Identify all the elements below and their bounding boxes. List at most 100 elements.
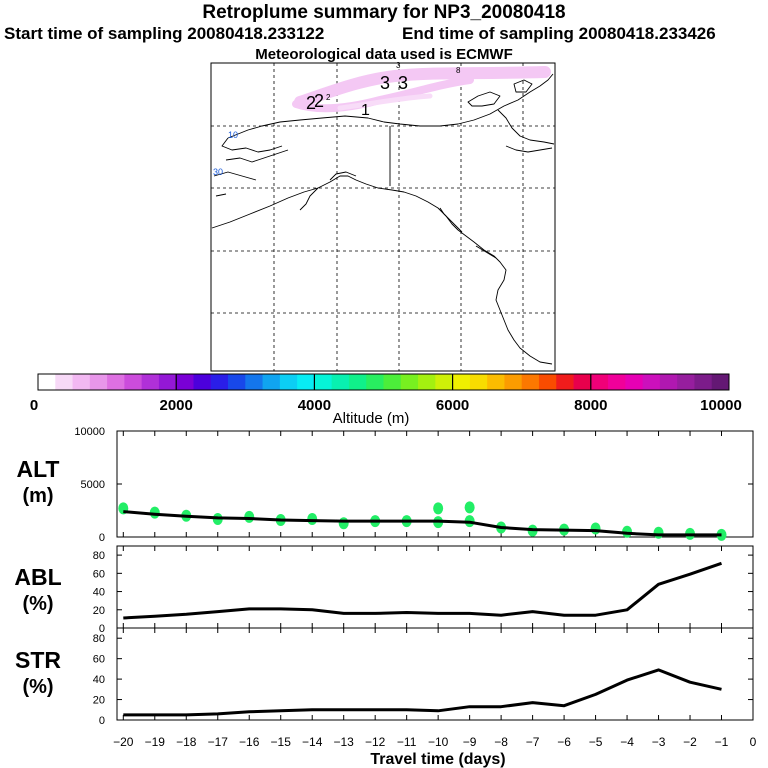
altitude-dot <box>464 501 475 514</box>
plume-label-3b: 3 <box>398 73 408 93</box>
panel-frame <box>116 545 754 629</box>
x-tick-label: −4 <box>620 735 634 749</box>
y-tick-label: 60 <box>93 568 105 580</box>
colorbar-swatch <box>331 374 350 390</box>
colorbar-swatch <box>400 374 419 390</box>
x-tick-label: −1 <box>715 735 729 749</box>
x-tick-label: −9 <box>463 735 477 749</box>
series-line <box>123 668 722 717</box>
plume-label-2b: 2 <box>314 91 324 111</box>
y-tick-label: 40 <box>93 587 105 599</box>
abl-panel-label: ABL <box>14 564 61 590</box>
y-tick-label: 80 <box>93 550 105 562</box>
str-panel-unit: (%) <box>22 676 53 698</box>
y-tick-label: 20 <box>93 695 105 707</box>
x-tick-label: −5 <box>589 735 603 749</box>
x-axis-title: Travel time (days) <box>370 751 505 768</box>
colorbar-swatch <box>314 374 333 390</box>
end-time-label: End time of sampling 20080418.233426 <box>402 24 716 43</box>
plume-label-2a: 2 <box>306 93 316 113</box>
altitude-colorbar: 0 2000 4000 6000 8000 10000 <box>30 373 742 414</box>
x-tick-label: −6 <box>557 735 571 749</box>
colorbar-tick-label: 2000 <box>160 397 193 414</box>
x-tick-label: −7 <box>526 735 540 749</box>
colorbar-swatch <box>573 374 592 390</box>
x-tick-label: −8 <box>494 735 508 749</box>
colorbar-swatch <box>538 374 557 390</box>
colorbar-swatch <box>297 374 315 390</box>
alt-panel-unit: (m) <box>22 485 53 507</box>
x-tick-label: −18 <box>176 735 197 749</box>
colorbar-swatch <box>590 374 609 390</box>
colorbar-swatch <box>504 374 523 390</box>
colorbar-swatch <box>176 374 194 390</box>
colorbar-swatch <box>124 374 143 390</box>
colorbar-swatch <box>659 374 678 390</box>
colorbar-border <box>37 373 730 391</box>
colorbar-swatch <box>694 374 713 390</box>
y-tick-label: 0 <box>99 623 105 635</box>
x-tick-label: −11 <box>397 735 417 749</box>
colorbar-swatch <box>262 374 281 390</box>
colorbar-swatch <box>642 374 661 390</box>
colorbar-swatch <box>366 374 384 390</box>
lat-label-10: 10 <box>228 130 238 140</box>
plume-small-label-2: 2 <box>326 93 331 102</box>
colorbar-swatch <box>38 374 56 390</box>
altitude-dot <box>433 502 444 515</box>
x-tick-label: −2 <box>683 735 697 749</box>
colorbar-swatch <box>435 374 453 390</box>
colorbar-swatch <box>487 374 505 390</box>
colorbar-swatch <box>193 374 212 390</box>
plume-trail <box>292 66 551 113</box>
plume-label-1: 1 <box>361 102 370 119</box>
x-tick-label: −16 <box>239 735 260 749</box>
colorbar-swatch <box>418 374 436 390</box>
abl-panel-unit: (%) <box>22 593 53 615</box>
x-tick-label: −20 <box>113 735 134 749</box>
colorbar-swatch <box>245 374 263 390</box>
x-tick-label: −10 <box>428 735 449 749</box>
y-tick-label: 20 <box>93 605 105 617</box>
map-panel: 3 3 2 2 1 3 2 8 10 30 <box>210 61 556 372</box>
colorbar-swatch <box>107 374 125 390</box>
plume-small-label-3: 3 <box>396 61 401 70</box>
colorbar-swatch <box>55 374 73 390</box>
altitude-dot <box>338 517 349 530</box>
met-data-label: Meteorological data used is ECMWF <box>255 46 513 63</box>
x-tick-label: −19 <box>145 735 166 749</box>
map-frame <box>210 62 556 372</box>
colorbar-swatch <box>677 374 695 390</box>
x-tick-label: −14 <box>302 735 323 749</box>
colorbar-swatch <box>72 374 91 390</box>
x-tick-label: −15 <box>271 735 292 749</box>
x-tick-label: −17 <box>208 735 229 749</box>
alt-panel-label: ALT <box>16 456 59 482</box>
x-tick-label: −13 <box>334 735 355 749</box>
colorbar-swatch <box>625 374 644 390</box>
y-tick-label: 40 <box>93 674 105 686</box>
colorbar-tick-label: 10000 <box>700 397 742 414</box>
altitude-dot <box>307 512 318 525</box>
x-tick-label: −3 <box>652 735 666 749</box>
x-tick-label: −12 <box>365 735 386 749</box>
series-line <box>123 510 722 537</box>
colorbar-tick-label: 0 <box>30 397 38 414</box>
coastlines <box>211 73 555 365</box>
lat-label-30: 30 <box>213 167 223 177</box>
colorbar-tick-label: 4000 <box>298 397 331 414</box>
altitude-dot <box>244 510 255 523</box>
colorbar-swatch <box>711 374 730 390</box>
colorbar-swatch <box>228 374 246 390</box>
str-panel-label: STR <box>15 647 61 673</box>
colorbar-swatch <box>452 374 471 390</box>
start-time-label: Start time of sampling 20080418.233122 <box>4 24 325 43</box>
plume-label-3a: 3 <box>380 73 390 93</box>
colorbar-swatch <box>89 374 108 390</box>
x-tick-label: 0 <box>750 735 757 749</box>
colorbar-swatch <box>556 374 574 390</box>
colorbar-tick-label: 6000 <box>436 397 469 414</box>
altitude-dot <box>716 528 727 541</box>
plume-small-label-8: 8 <box>456 66 461 75</box>
